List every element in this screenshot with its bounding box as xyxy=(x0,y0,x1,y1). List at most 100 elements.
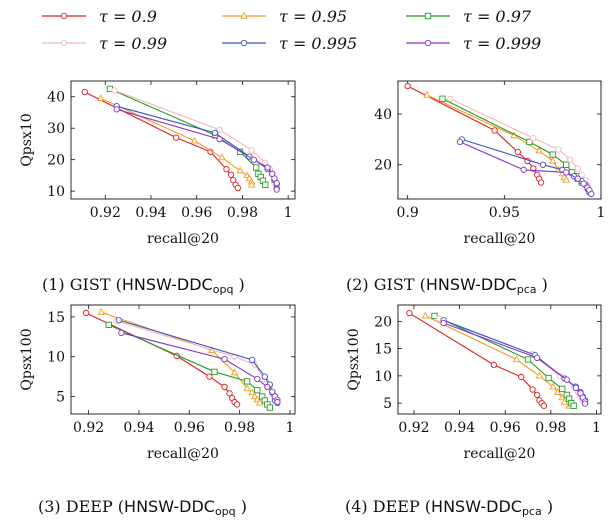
data-point xyxy=(227,171,235,178)
y-tick-label: 40 xyxy=(47,90,65,106)
caption-2-method: HNSW-DDC xyxy=(425,275,517,294)
data-point xyxy=(563,161,570,168)
caption-2-sub: pca xyxy=(516,283,537,296)
data-point xyxy=(255,398,264,406)
data-point xyxy=(273,180,280,187)
data-point xyxy=(274,398,281,406)
x-axis-label: recall@20 xyxy=(464,446,536,462)
plot-frame xyxy=(70,80,296,200)
data-point xyxy=(261,373,268,380)
series-line xyxy=(456,138,595,198)
legend-entry: τ = 0.95 xyxy=(222,7,347,26)
data-point xyxy=(578,171,585,179)
series-line xyxy=(421,311,573,409)
series-line xyxy=(81,88,242,192)
caption-1: (1) GIST (HNSW-DDCopq ) xyxy=(42,275,245,296)
data-point xyxy=(251,361,258,368)
x-tick-label: 0.96 xyxy=(490,420,521,436)
x-tick-label: 0.92 xyxy=(90,205,121,221)
caption-4: (4) DEEP (HNSW-DDCpca ) xyxy=(345,497,554,518)
data-point xyxy=(234,184,242,192)
data-point xyxy=(247,180,256,188)
plot-frame xyxy=(397,80,602,200)
data-point xyxy=(549,151,556,158)
data-point xyxy=(533,354,541,362)
caption-1-sub: opq xyxy=(212,283,234,296)
data-point xyxy=(266,404,273,411)
legend: τ = 0.9 τ = 0.95 τ = 0.97 τ = 0.99 τ = 0.995… xyxy=(42,7,541,53)
data-point xyxy=(440,319,447,327)
caption-3: (3) DEEP (HNSW-DDCopq ) xyxy=(38,497,247,518)
y-axis-label: Qpsx100 xyxy=(346,328,362,390)
x-axis-label: recall@20 xyxy=(147,231,219,247)
data-point xyxy=(216,136,223,143)
data-point xyxy=(535,146,543,154)
data-point xyxy=(249,356,256,364)
series-line xyxy=(106,85,269,188)
data-point xyxy=(559,385,566,393)
data-point xyxy=(548,156,557,164)
data-point xyxy=(226,390,233,397)
data-point xyxy=(563,169,570,176)
data-point xyxy=(581,400,589,407)
x-tick-label: 0.92 xyxy=(398,420,429,436)
data-point xyxy=(512,355,521,363)
data-point xyxy=(105,321,112,329)
data-point xyxy=(540,402,548,409)
series-line xyxy=(458,136,593,196)
legend-label: τ = 0.999 xyxy=(463,34,541,53)
legend-label: τ = 0.95 xyxy=(279,7,347,26)
x-tick-label: 0.98 xyxy=(224,420,255,436)
data-point xyxy=(230,368,239,376)
data-point xyxy=(96,94,105,101)
series-path xyxy=(461,138,590,193)
legend-marker xyxy=(240,11,248,19)
data-point xyxy=(520,166,527,173)
data-point xyxy=(111,87,118,94)
data-point xyxy=(539,161,547,168)
series-path xyxy=(108,324,271,408)
data-point xyxy=(529,386,536,393)
series-line xyxy=(82,309,241,408)
x-tick-label: 0.94 xyxy=(444,420,475,436)
x-tick-label: 0.98 xyxy=(535,420,566,436)
data-point xyxy=(118,329,125,336)
data-point xyxy=(549,382,557,390)
legend-marker xyxy=(424,12,432,20)
x-tick-label: 0.95 xyxy=(489,205,520,221)
data-point xyxy=(97,308,105,315)
caption-4-method: HNSW-DDC xyxy=(431,497,522,516)
data-point xyxy=(81,88,88,96)
x-tick-label: 0.98 xyxy=(227,205,258,221)
data-point xyxy=(530,134,537,142)
caption-1-prefix: (1) GIST ( xyxy=(42,275,122,294)
series-line xyxy=(118,329,281,406)
x-tick-label: 1 xyxy=(284,205,293,221)
caption-4-suffix: ) xyxy=(541,497,554,516)
charts: 0.92 0.94 0.96 0.98 1 10 20 30 40 recall@20 Qpsx10… xyxy=(19,80,605,462)
data-point xyxy=(264,164,271,171)
series-line xyxy=(113,106,280,193)
series-path xyxy=(426,94,567,181)
y-tick-label: 10 xyxy=(47,184,65,200)
x-tick-label: 0.96 xyxy=(181,205,212,221)
data-point xyxy=(588,190,595,198)
data-point xyxy=(236,166,244,174)
plot-frame xyxy=(397,304,602,415)
data-point xyxy=(562,175,570,183)
data-point xyxy=(491,127,498,134)
x-tick-label: 0.94 xyxy=(135,205,166,221)
data-point xyxy=(580,180,587,187)
data-point xyxy=(456,138,464,146)
y-tick-label: 30 xyxy=(47,121,65,137)
caption-2-suffix: ) xyxy=(536,275,548,294)
data-point xyxy=(533,391,541,399)
caption-3-prefix: (3) DEEP ( xyxy=(38,497,125,516)
caption-3-suffix: ) xyxy=(235,497,247,516)
y-axis-label: Qpsx100 xyxy=(19,328,35,390)
y-tick-label: 5 xyxy=(383,396,392,412)
data-point xyxy=(223,165,230,173)
caption-1-suffix: ) xyxy=(233,275,245,294)
data-point xyxy=(526,138,533,146)
